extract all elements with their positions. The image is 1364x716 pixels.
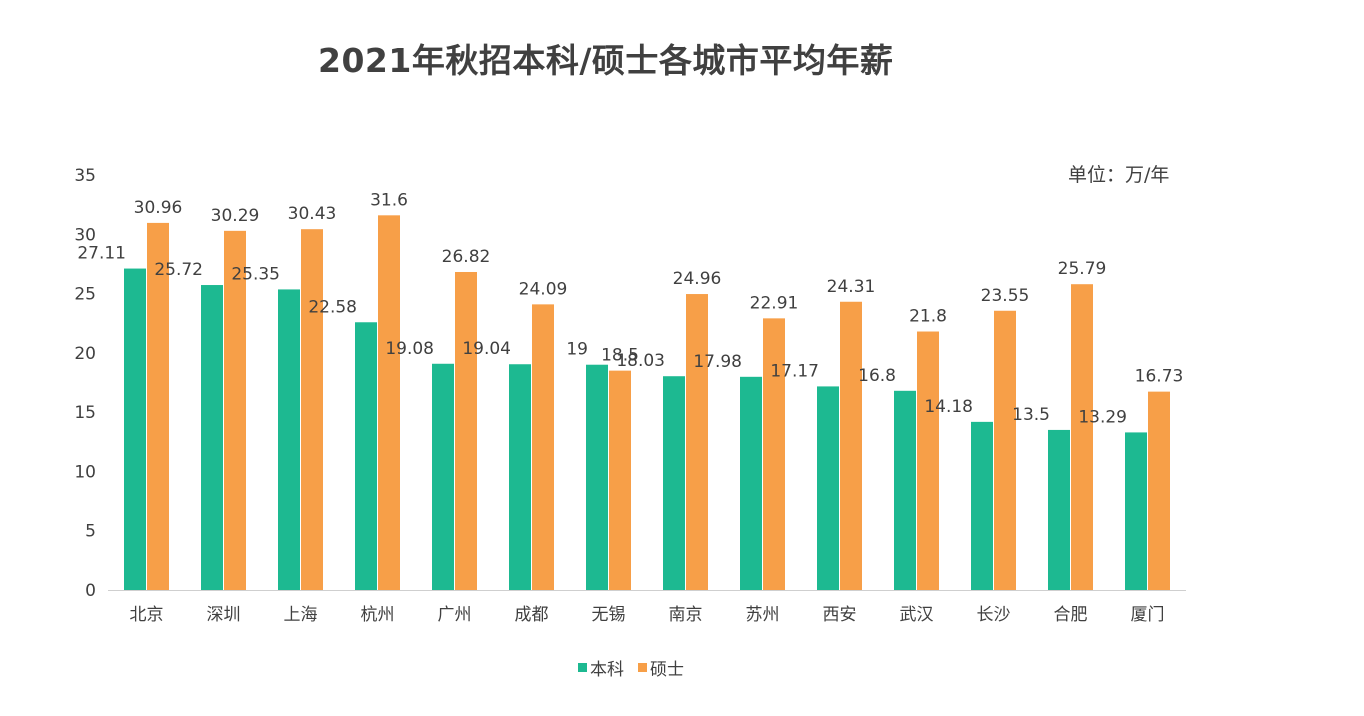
- bar-bachelor[interactable]: [355, 322, 377, 590]
- bar-bachelor[interactable]: [894, 390, 916, 590]
- data-label-master: 23.55: [981, 286, 1030, 306]
- data-label-bachelor: 18.03: [616, 351, 665, 371]
- data-label-bachelor: 25.72: [154, 260, 203, 280]
- x-axis: 北京 深圳 上海 杭州 广州 成都 无锡 南京 苏州 西安 武汉 长沙 合肥 厦门: [108, 590, 1186, 625]
- data-label-master: 30.43: [288, 204, 337, 224]
- data-label-master: 18.5: [601, 346, 639, 366]
- bar-bachelor[interactable]: [817, 386, 839, 590]
- data-label-bachelor: 17.98: [693, 352, 742, 372]
- x-tick-label: 厦门: [1131, 605, 1165, 625]
- data-label-master: 24.09: [519, 279, 568, 299]
- data-label-bachelor: 19.04: [462, 339, 511, 359]
- x-tick-label: 无锡: [592, 605, 626, 625]
- x-tick-label: 深圳: [207, 605, 241, 625]
- bar-master[interactable]: [609, 370, 631, 590]
- data-label-master: 24.96: [673, 269, 722, 289]
- x-tick-label: 杭州: [361, 605, 395, 625]
- bar-series: [124, 215, 1170, 591]
- data-labels: 27.11 30.96 25.72 30.29 25.35 30.43 22.58 31.6 1…: [77, 190, 1183, 427]
- data-label-master: 16.73: [1135, 367, 1184, 387]
- bar-master[interactable]: [1071, 284, 1093, 590]
- legend-item-master[interactable]: 硕士: [638, 655, 684, 680]
- x-tick-label: 北京: [130, 605, 164, 625]
- bar-master[interactable]: [917, 331, 939, 590]
- bar-master[interactable]: [686, 294, 708, 590]
- bar-master[interactable]: [532, 304, 554, 590]
- data-label-bachelor: 16.8: [858, 366, 896, 386]
- bar-master[interactable]: [301, 229, 323, 591]
- bar-bachelor[interactable]: [663, 376, 685, 590]
- x-tick-label: 上海: [284, 605, 318, 625]
- bar-bachelor[interactable]: [509, 364, 531, 590]
- legend-label-bachelor: 本科: [590, 660, 624, 680]
- legend-swatch-master: [638, 663, 647, 672]
- chart-title: 2021年秋招本科/硕士各城市平均年薪: [318, 41, 894, 80]
- data-label-master: 30.96: [134, 198, 183, 218]
- bar-master[interactable]: [378, 215, 400, 591]
- data-label-bachelor: 19.08: [385, 339, 434, 359]
- y-axis: 0 5 10 15 20 25 30 35: [74, 166, 96, 601]
- legend: 本科 硕士: [578, 655, 684, 680]
- bar-master[interactable]: [147, 222, 169, 590]
- bar-bachelor[interactable]: [740, 376, 762, 590]
- data-label-master: 26.82: [442, 247, 491, 267]
- bar-master[interactable]: [994, 310, 1016, 590]
- x-tick-label: 成都: [515, 605, 549, 625]
- bar-master[interactable]: [224, 230, 246, 590]
- data-label-master: 22.91: [750, 293, 799, 313]
- x-tick-label: 南京: [669, 605, 703, 625]
- x-tick-label: 西安: [823, 605, 857, 625]
- y-tick-label: 5: [85, 522, 96, 542]
- bar-master[interactable]: [1148, 391, 1170, 590]
- bar-bachelor[interactable]: [201, 285, 223, 590]
- data-label-bachelor: 13.29: [1078, 407, 1127, 427]
- x-tick-label: 广州: [438, 605, 472, 625]
- data-label-master: 25.79: [1058, 259, 1107, 279]
- data-label-bachelor: 27.11: [77, 244, 126, 264]
- data-label-master: 30.29: [211, 206, 260, 226]
- data-label-master: 21.8: [909, 307, 947, 327]
- legend-label-master: 硕士: [650, 660, 684, 680]
- y-tick-label: 0: [85, 581, 96, 601]
- legend-item-bachelor[interactable]: 本科: [578, 655, 624, 680]
- y-tick-label: 25: [74, 285, 96, 305]
- y-tick-label: 35: [74, 166, 96, 186]
- data-label-master: 31.6: [370, 190, 408, 210]
- bar-bachelor[interactable]: [1125, 432, 1147, 590]
- legend-swatch-bachelor: [578, 663, 587, 672]
- bar-master[interactable]: [763, 318, 785, 590]
- data-label-bachelor: 22.58: [308, 297, 357, 317]
- x-tick-label: 合肥: [1054, 605, 1088, 625]
- y-tick-label: 10: [74, 462, 96, 482]
- data-label-master: 24.31: [827, 277, 876, 297]
- bar-bachelor[interactable]: [278, 289, 300, 590]
- data-label-bachelor: 19: [566, 340, 588, 360]
- data-label-bachelor: 17.17: [770, 361, 819, 381]
- y-tick-label: 20: [74, 344, 96, 364]
- data-label-bachelor: 14.18: [924, 397, 973, 417]
- y-tick-label: 30: [74, 225, 96, 245]
- data-label-bachelor: 13.5: [1012, 405, 1050, 425]
- y-tick-label: 15: [74, 403, 96, 423]
- bar-master[interactable]: [840, 301, 862, 590]
- bar-bachelor[interactable]: [1048, 429, 1070, 590]
- unit-label: 单位：万/年: [1068, 164, 1170, 186]
- bar-master[interactable]: [455, 271, 477, 590]
- bar-bachelor[interactable]: [124, 268, 146, 590]
- x-tick-label: 武汉: [900, 605, 934, 625]
- x-tick-label: 长沙: [977, 605, 1011, 625]
- bar-bachelor[interactable]: [432, 363, 454, 590]
- bar-bachelor[interactable]: [586, 364, 608, 590]
- bar-bachelor[interactable]: [971, 421, 993, 590]
- x-tick-label: 苏州: [746, 605, 780, 625]
- data-label-bachelor: 25.35: [231, 264, 280, 284]
